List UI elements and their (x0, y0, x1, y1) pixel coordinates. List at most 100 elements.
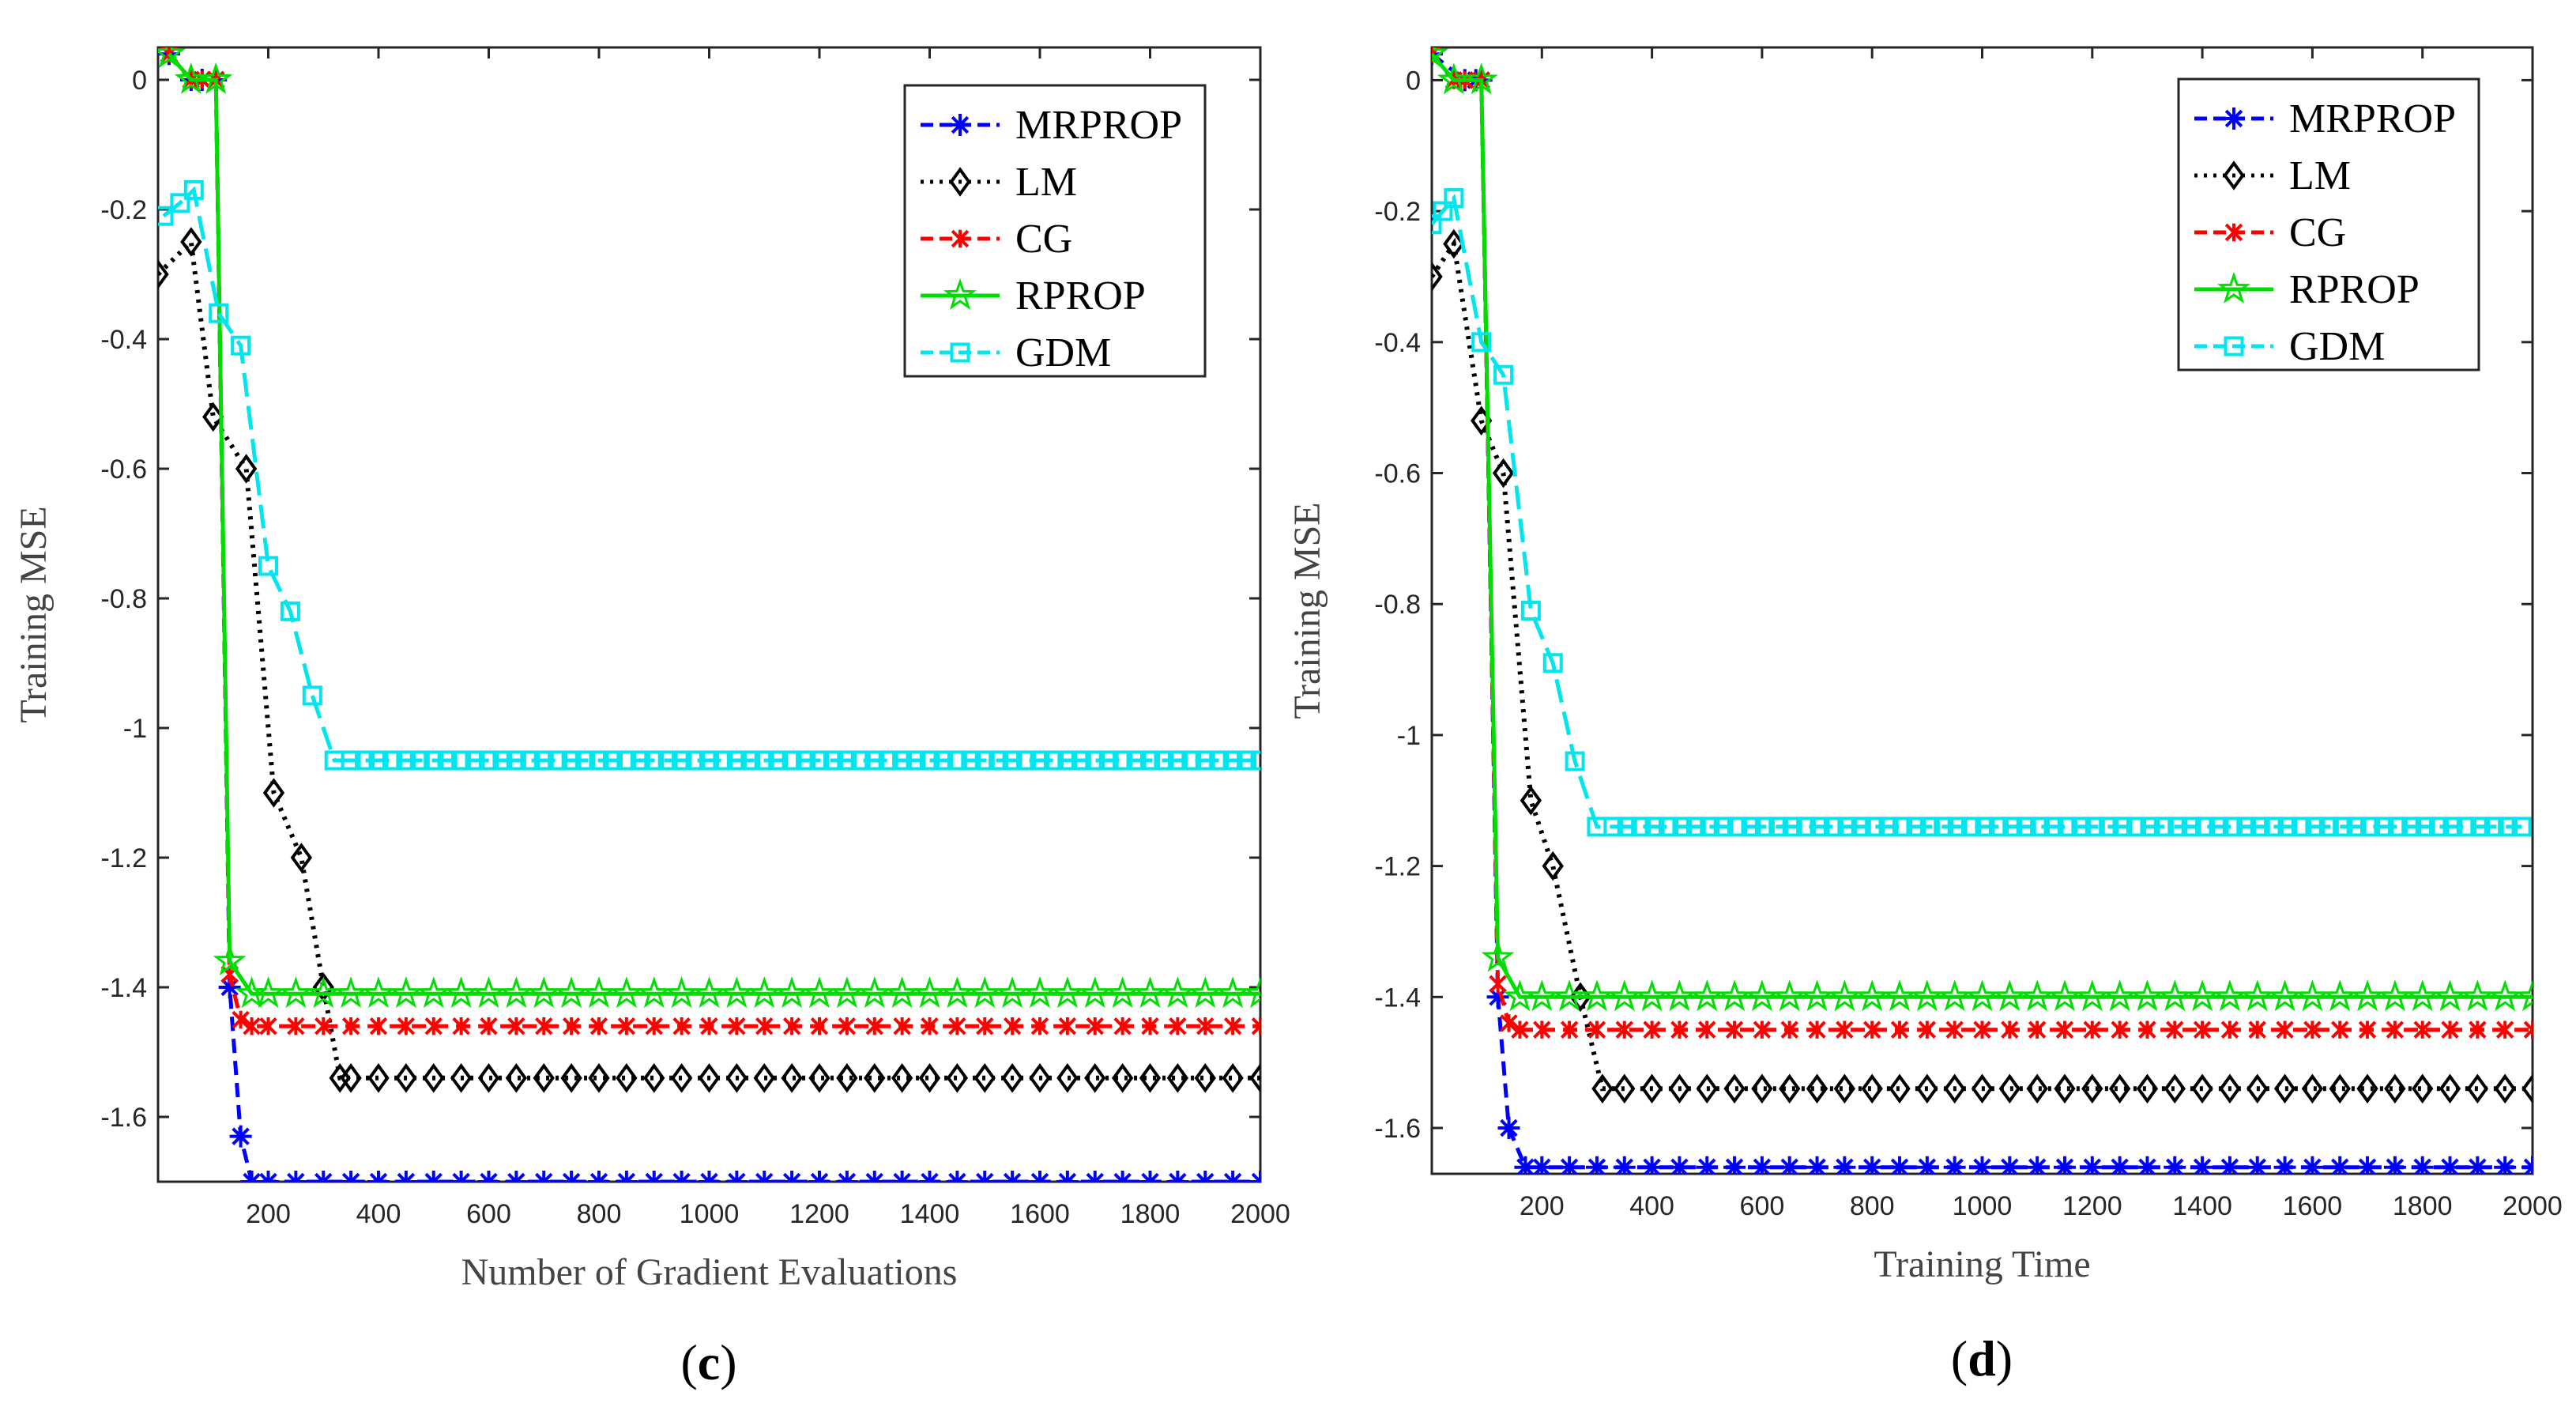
data-point-gdm (1057, 750, 1078, 771)
data-point-rprop (1023, 976, 1056, 1009)
data-point-rprop (1525, 979, 1559, 1012)
data-point-mrprop (753, 1171, 776, 1182)
data-point-gdm (451, 750, 472, 771)
data-point-mrprop (340, 1171, 363, 1182)
data-point-mrprop (615, 1171, 638, 1182)
data-point-mrprop (2356, 1156, 2379, 1174)
data-point-gdm (382, 750, 402, 771)
data-point-gdm (2360, 817, 2381, 837)
data-point-lm (2136, 1073, 2159, 1104)
data-point-mrprop (2081, 1156, 2103, 1174)
data-point-cg (921, 1017, 939, 1035)
data-point-rprop (1432, 47, 1448, 69)
data-point-lm (1591, 1073, 1614, 1104)
data-point-cg (948, 1017, 966, 1035)
data-point-gdm (2057, 817, 2077, 837)
data-point-mrprop (1833, 1156, 1856, 1174)
data-point-rprop (444, 976, 478, 1009)
data-point-mrprop (1889, 1156, 1911, 1174)
data-point-rprop (665, 976, 699, 1009)
data-point-rprop (1216, 976, 1250, 1009)
data-point-mrprop (1139, 1171, 1162, 1182)
data-point-lm (670, 1062, 693, 1093)
data-point-lm (1166, 1062, 1189, 1093)
data-point-rprop (748, 976, 781, 1009)
data-point-gdm (1167, 750, 1188, 771)
data-point-rprop (2130, 979, 2164, 1012)
data-point-lm (1723, 1073, 1746, 1104)
data-point-rprop (1244, 976, 1260, 1009)
data-point-mrprop (2218, 1156, 2241, 1174)
data-point-cg (2276, 1020, 2294, 1039)
data-point-cg (1560, 1020, 1579, 1039)
data-point-gdm (183, 179, 204, 200)
data-point-rprop (720, 976, 754, 1009)
data-point-rprop (1965, 979, 1999, 1012)
x-tick-label: 800 (1850, 1191, 1895, 1221)
x-tick-label: 1600 (2283, 1191, 2343, 1221)
data-point-gdm (1741, 817, 1761, 837)
data-point-lm (1520, 785, 1542, 816)
data-point-lm (1194, 1062, 1216, 1093)
data-point-gdm (2181, 817, 2201, 837)
x-axis-label: Training Time (1874, 1243, 2090, 1285)
data-point-gdm (280, 601, 300, 621)
data-point-mrprop (1531, 1156, 1554, 1174)
legend-marker-rprop (943, 277, 977, 310)
legend-marker-rprop (2217, 271, 2250, 304)
data-point-rprop (2213, 979, 2246, 1012)
data-point-lm (1542, 851, 1564, 881)
data-point-gdm (396, 750, 416, 771)
data-point-lm (946, 1062, 969, 1093)
data-point-mrprop (1723, 1156, 1746, 1174)
data-point-gdm (1432, 214, 1442, 235)
data-point-lm (918, 1062, 941, 1093)
data-point-cg (2028, 1020, 2047, 1039)
data-point-gdm (2195, 817, 2216, 837)
legend-marker-mrprop (949, 114, 971, 136)
data-point-rprop (2516, 979, 2533, 1012)
data-point-cg (1500, 1014, 1518, 1032)
y-tick-label: -1.4 (100, 973, 147, 1003)
series-rprop (158, 47, 1260, 1009)
data-point-rprop (996, 976, 1030, 1009)
data-point-cg (1753, 1020, 1772, 1039)
data-point-gdm (258, 556, 278, 576)
y-tick-label: -0.4 (100, 325, 147, 355)
data-point-cg (507, 1017, 525, 1035)
data-point-mrprop (505, 1171, 528, 1182)
data-point-lm (1833, 1073, 1856, 1104)
data-point-gdm (1713, 817, 1734, 837)
data-point-gdm (781, 750, 802, 771)
data-point-cg (1511, 1020, 1529, 1039)
x-tick-label: 600 (1740, 1191, 1785, 1221)
data-point-cg (1643, 1020, 1661, 1039)
y-tick-label: -1.6 (100, 1103, 147, 1133)
data-point-rprop (637, 976, 671, 1009)
data-point-cg (1030, 1017, 1049, 1035)
data-point-rprop (2461, 979, 2495, 1012)
data-point-lm (1944, 1073, 1966, 1104)
data-point-rprop (472, 976, 506, 1009)
data-point-gdm (1975, 817, 1995, 837)
data-point-rprop (1188, 976, 1222, 1009)
data-point-mrprop (1915, 1156, 1938, 1174)
data-point-mrprop (1778, 1156, 1801, 1174)
data-point-mrprop (1558, 1156, 1581, 1174)
data-point-gdm (1768, 817, 1789, 837)
data-point-gdm (492, 750, 513, 771)
data-point-cg (424, 1017, 443, 1035)
legend-marker-cg (2224, 223, 2243, 242)
data-point-lm (1249, 1062, 1260, 1093)
data-point-lm (808, 1062, 830, 1093)
data-point-mrprop (1943, 1156, 1966, 1174)
data-point-gdm (533, 750, 554, 771)
data-point-gdm (2374, 817, 2394, 837)
data-point-lm (423, 1062, 445, 1093)
data-point-rprop (1855, 979, 1889, 1012)
data-point-rprop (2103, 979, 2137, 1012)
data-point-mrprop (1249, 1171, 1260, 1182)
data-point-lm (340, 1062, 362, 1093)
caption-paren-close: ) (1996, 1330, 2013, 1386)
data-point-rprop (2351, 979, 2385, 1012)
